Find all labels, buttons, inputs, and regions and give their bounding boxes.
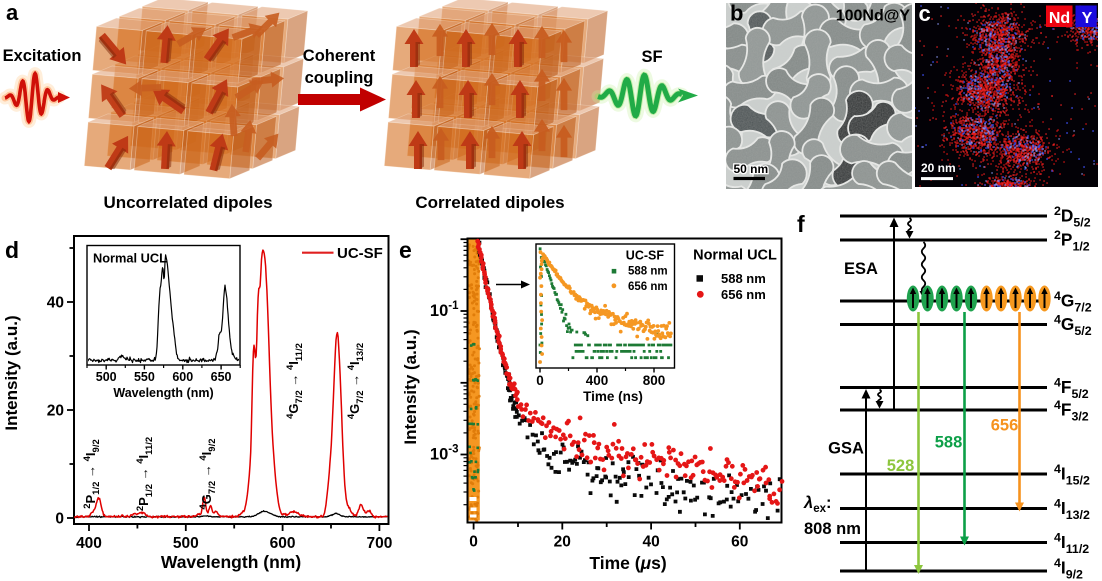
svg-text:2D5/2: 2D5/2 (1054, 204, 1091, 230)
svg-text:Correlated dipoles: Correlated dipoles (415, 193, 564, 212)
svg-text:50 nm: 50 nm (734, 162, 769, 176)
svg-text:600: 600 (270, 535, 296, 552)
svg-text:588 nm: 588 nm (628, 265, 668, 277)
svg-text:4G7/2 → 4I11/2: 4G7/2 → 4I11/2 (285, 343, 305, 419)
svg-text:Time (ns): Time (ns) (583, 389, 643, 404)
svg-text:0: 0 (536, 373, 544, 388)
svg-text:Time (μs): Time (μs) (589, 553, 666, 573)
svg-text:2P1/2 → 4I11/2: 2P1/2 → 4I11/2 (135, 437, 155, 511)
svg-text:2P1/2: 2P1/2 (1054, 228, 1090, 254)
svg-text:4I9/2: 4I9/2 (1054, 556, 1083, 581)
svg-text:550: 550 (134, 370, 155, 384)
svg-text:4F3/2: 4F3/2 (1054, 398, 1089, 424)
svg-text:700: 700 (366, 535, 392, 552)
svg-text:4G7/2: 4G7/2 (1054, 289, 1092, 315)
svg-text:656 nm: 656 nm (628, 281, 668, 293)
svg-text:600: 600 (172, 370, 193, 384)
svg-text:Uncorrelated dipoles: Uncorrelated dipoles (103, 193, 272, 212)
svg-text:40: 40 (47, 295, 64, 312)
svg-text:Normal UCL: Normal UCL (93, 251, 167, 266)
svg-text:coupling: coupling (305, 69, 374, 87)
svg-text:Coherent: Coherent (303, 47, 376, 65)
svg-text:4I15/2: 4I15/2 (1054, 462, 1090, 488)
svg-text:Nd: Nd (1049, 10, 1070, 27)
svg-text:656: 656 (991, 417, 1019, 435)
svg-text:4I11/2: 4I11/2 (1054, 530, 1089, 556)
svg-text:UC-SF: UC-SF (337, 245, 383, 262)
svg-text:20: 20 (47, 403, 64, 420)
svg-text:4G5/2: 4G5/2 (1054, 312, 1092, 338)
svg-text:400: 400 (76, 535, 102, 552)
svg-text:Wavelength (nm): Wavelength (nm) (113, 386, 213, 400)
svg-text:4G7/2 → 4I9/2: 4G7/2 → 4I9/2 (198, 438, 218, 509)
svg-text:0: 0 (55, 511, 64, 528)
svg-text:20 nm: 20 nm (921, 161, 956, 175)
svg-text:500: 500 (173, 535, 199, 552)
svg-text:4F5/2: 4F5/2 (1054, 375, 1089, 401)
svg-text:0: 0 (469, 534, 478, 551)
svg-text:b: b (730, 0, 743, 25)
svg-text:808 nm: 808 nm (804, 520, 861, 538)
svg-text:20: 20 (554, 534, 571, 551)
svg-text:SF: SF (641, 48, 662, 66)
svg-text:f: f (797, 211, 805, 237)
svg-text:528: 528 (887, 457, 915, 475)
svg-text:Intensity (a.u.): Intensity (a.u.) (2, 315, 21, 430)
svg-text:e: e (399, 237, 412, 263)
svg-text:Excitation: Excitation (3, 47, 82, 65)
svg-text:400: 400 (586, 373, 609, 388)
svg-text:c: c (919, 1, 931, 26)
svg-text:4I13/2: 4I13/2 (1054, 496, 1090, 522)
svg-text:UC-SF: UC-SF (626, 248, 665, 262)
svg-text:60: 60 (731, 534, 748, 551)
svg-text:λex:: λex: (803, 494, 831, 515)
svg-text:d: d (5, 237, 19, 263)
svg-text:Wavelength (nm): Wavelength (nm) (161, 552, 301, 572)
svg-text:Y: Y (1082, 10, 1093, 27)
svg-text:Intensity (a.u.): Intensity (a.u.) (401, 329, 420, 444)
svg-text:656 nm: 656 nm (721, 287, 766, 302)
svg-text:a: a (6, 0, 19, 25)
svg-text:2P1/2 → 4I9/2: 2P1/2 → 4I9/2 (82, 439, 102, 509)
svg-text:588 nm: 588 nm (721, 271, 766, 286)
svg-text:100Nd@Y: 100Nd@Y (836, 8, 911, 25)
svg-text:4G7/2 → 4I13/2: 4G7/2 → 4I13/2 (346, 343, 366, 419)
svg-text:500: 500 (96, 370, 117, 384)
svg-text:800: 800 (643, 373, 666, 388)
svg-text:ESA: ESA (844, 260, 878, 278)
svg-text:650: 650 (211, 370, 232, 384)
svg-text:40: 40 (642, 534, 659, 551)
svg-text:GSA: GSA (828, 440, 864, 458)
svg-text:Normal UCL: Normal UCL (693, 247, 777, 263)
svg-text:588: 588 (935, 434, 963, 452)
